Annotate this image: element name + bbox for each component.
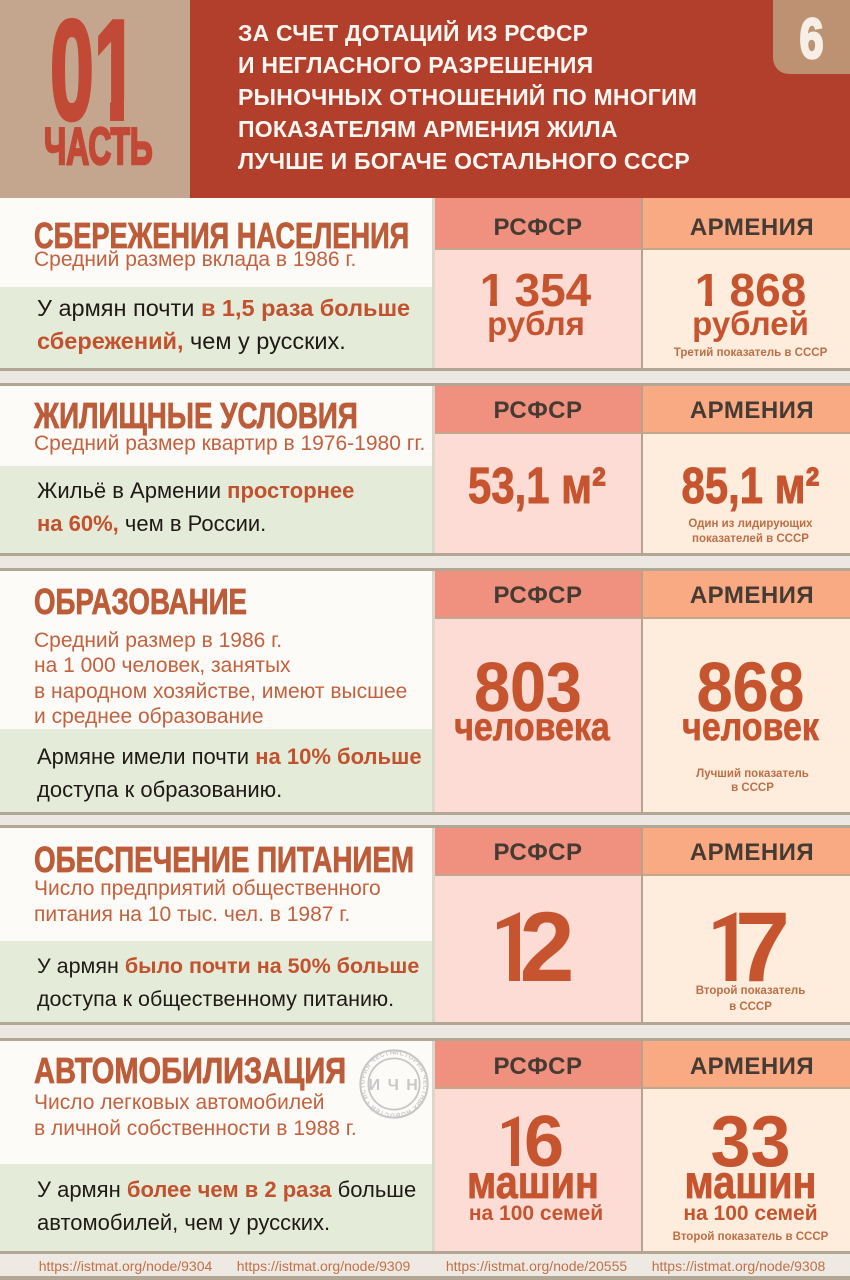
svg-text:И Ч Н: И Ч Н <box>369 1077 420 1094</box>
